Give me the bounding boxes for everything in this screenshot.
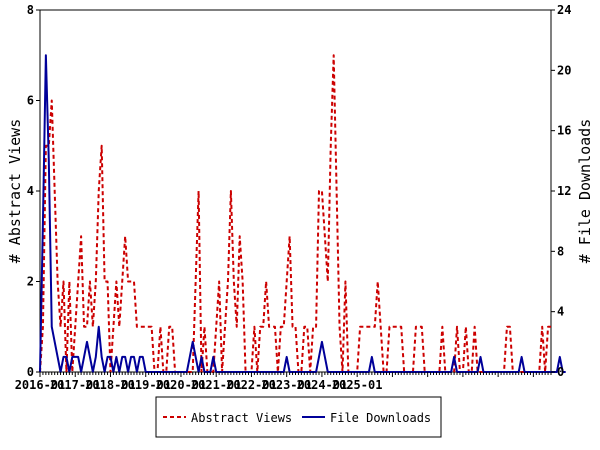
series-line-file-downloads — [39, 54, 566, 373]
x-tick-label: 2020-01 — [156, 378, 207, 392]
y-right-tick-label: 20 — [557, 63, 571, 77]
legend-label-abstract-views: Abstract Views — [191, 411, 292, 425]
y-left-tick-label: 8 — [27, 3, 34, 17]
y-right-tick-label: 8 — [557, 244, 564, 258]
legend-label-file-downloads: File Downloads — [330, 411, 431, 425]
y-left-tick-label: 4 — [27, 184, 34, 198]
y-axis-left-label: # Abstract Views — [6, 119, 24, 264]
x-tick-label: 2022-01 — [226, 378, 277, 392]
y-left-tick-label: 0 — [27, 365, 34, 379]
x-tick-label: 2025-01 — [332, 378, 383, 392]
plot-frame — [39, 9, 552, 373]
x-tick-label: 2024-01 — [297, 378, 348, 392]
y-right-tick-label: 12 — [557, 184, 571, 198]
y-right-tick-label: 4 — [557, 305, 564, 319]
x-tick-label: 2023-01 — [261, 378, 312, 392]
y-right-tick-label: 24 — [557, 3, 571, 17]
x-tick-label: 2018-01 — [85, 378, 136, 392]
x-tick-label: 2019-01 — [120, 378, 171, 392]
legend-box — [155, 396, 442, 438]
y-right-tick-label: 0 — [557, 365, 564, 379]
chart-axes: 02468048121620242016-012017-012018-01201… — [15, 3, 572, 392]
legend: Abstract Views File Downloads — [155, 396, 442, 438]
y-left-tick-label: 6 — [27, 94, 34, 108]
x-tick-label: 2017-01 — [50, 378, 101, 392]
y-left-tick-label: 2 — [27, 275, 34, 289]
y-axis-right-label: # File Downloads — [576, 119, 594, 264]
x-tick-label: 2016-01 — [15, 378, 66, 392]
y-right-tick-label: 16 — [557, 124, 571, 138]
chart-marks — [39, 54, 566, 373]
x-tick-label: 2021-01 — [191, 378, 242, 392]
